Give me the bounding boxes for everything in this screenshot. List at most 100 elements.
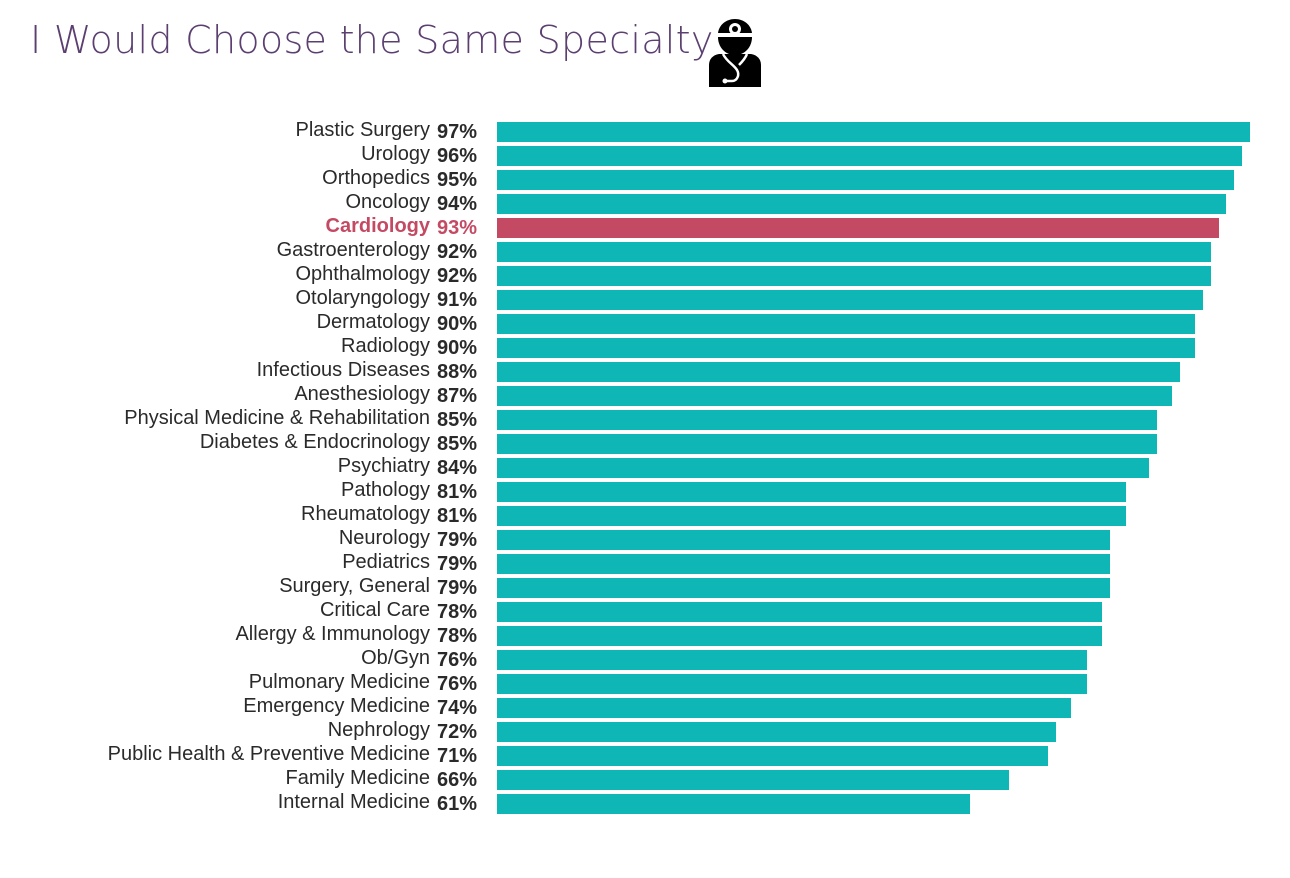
bar-row: Physical Medicine & Rehabilitation 85% [0,407,1290,434]
category-label: Ophthalmology [295,263,430,285]
category-label: Radiology [341,335,430,357]
bar [497,194,1227,214]
category-label: Rheumatology [301,503,430,525]
category-label: Oncology [345,191,431,213]
bar [497,170,1235,190]
bar [497,770,1010,790]
value-label: 88% [437,361,478,383]
value-label: 87% [437,385,478,407]
bar [497,602,1103,622]
value-label: 79% [437,529,478,551]
value-label: 79% [437,553,478,575]
bar [497,482,1126,502]
bar-row: Radiology 90% [0,335,1290,362]
category-label: Infectious Diseases [256,359,430,381]
bar [497,146,1242,166]
value-label: 96% [437,145,478,167]
value-label: 78% [437,625,478,647]
category-label: Family Medicine [285,767,430,789]
category-label: Critical Care [319,599,430,621]
bar-row: Ophthalmology 92% [0,263,1290,290]
bar-row: Public Health & Preventive Medicine 71% [0,743,1290,770]
bar-row: Diabetes & Endocrinology 85% [0,431,1290,458]
value-label: 94% [437,193,478,215]
value-label: 76% [437,649,478,671]
bar-row: Pediatrics 79% [0,551,1290,578]
bar [497,794,971,814]
category-label: Urology [361,143,430,165]
bar-row: Oncology 94% [0,191,1290,218]
bar [497,218,1219,238]
value-label: 97% [437,121,478,143]
bar-row: Emergency Medicine 74% [0,695,1290,722]
bar-row: Otolaryngology 91% [0,287,1290,314]
bar-row: Infectious Diseases 88% [0,359,1290,386]
value-label: 72% [437,721,478,743]
bar-row: Cardiology 93% [0,215,1290,242]
bar [497,746,1048,766]
category-label: Psychiatry [337,455,430,477]
bar-row: Critical Care 78% [0,599,1290,626]
bar [497,458,1149,478]
bar [497,506,1126,526]
bar [497,290,1204,310]
bar [497,722,1056,742]
bar-row: Plastic Surgery 97% [0,119,1290,146]
bar [497,338,1196,358]
value-label: 95% [437,169,478,191]
value-label: 93% [437,217,478,239]
bar [497,410,1157,430]
value-label: 90% [437,337,478,359]
category-label: Orthopedics [322,167,430,189]
bar-row: Pathology 81% [0,479,1290,506]
bar-row: Anesthesiology 87% [0,383,1290,410]
value-label: 78% [437,601,478,623]
category-label: Surgery, General [279,575,430,597]
bar [497,554,1111,574]
bar [497,314,1196,334]
bar [497,626,1103,646]
bar-row: Urology 96% [0,143,1290,170]
category-label: Emergency Medicine [243,695,430,717]
category-label: Nephrology [327,719,430,741]
value-label: 85% [437,409,478,431]
bar [497,266,1211,286]
category-label: Gastroenterology [276,239,430,261]
value-label: 92% [437,265,478,287]
category-label: Cardiology [325,215,430,237]
value-label: 81% [437,481,478,503]
bar-row: Internal Medicine 61% [0,791,1290,818]
value-label: 76% [437,673,478,695]
value-label: 79% [437,577,478,599]
category-label: Public Health & Preventive Medicine [107,743,430,765]
category-label: Ob/Gyn [361,647,430,669]
value-label: 81% [437,505,478,527]
value-label: 91% [437,289,478,311]
bar-row: Nephrology 72% [0,719,1290,746]
category-label: Physical Medicine & Rehabilitation [124,407,430,429]
value-label: 61% [437,793,478,815]
category-label: Neurology [338,527,430,549]
category-label: Diabetes & Endocrinology [199,431,430,453]
bar-row: Dermatology 90% [0,311,1290,338]
value-label: 85% [437,433,478,455]
bar-row: Gastroenterology 92% [0,239,1290,266]
bar-row: Pulmonary Medicine 76% [0,671,1290,698]
bar-row: Orthopedics 95% [0,167,1290,194]
bar-row: Surgery, General 79% [0,575,1290,602]
category-label: Pathology [341,479,430,501]
category-label: Anesthesiology [294,383,430,405]
bar [497,434,1157,454]
bar-row: Neurology 79% [0,527,1290,554]
value-label: 71% [437,745,478,767]
value-label: 74% [437,697,478,719]
value-label: 90% [437,313,478,335]
bar [497,530,1111,550]
doctor-stethoscope-icon [709,19,761,87]
bar-row: Allergy & Immunology 78% [0,623,1290,650]
bar [497,242,1211,262]
bar-row: Ob/Gyn 76% [0,647,1290,674]
category-label: Dermatology [316,311,430,333]
chart-title: I Would Choose the Same Specialty [30,18,714,62]
bar [497,578,1111,598]
